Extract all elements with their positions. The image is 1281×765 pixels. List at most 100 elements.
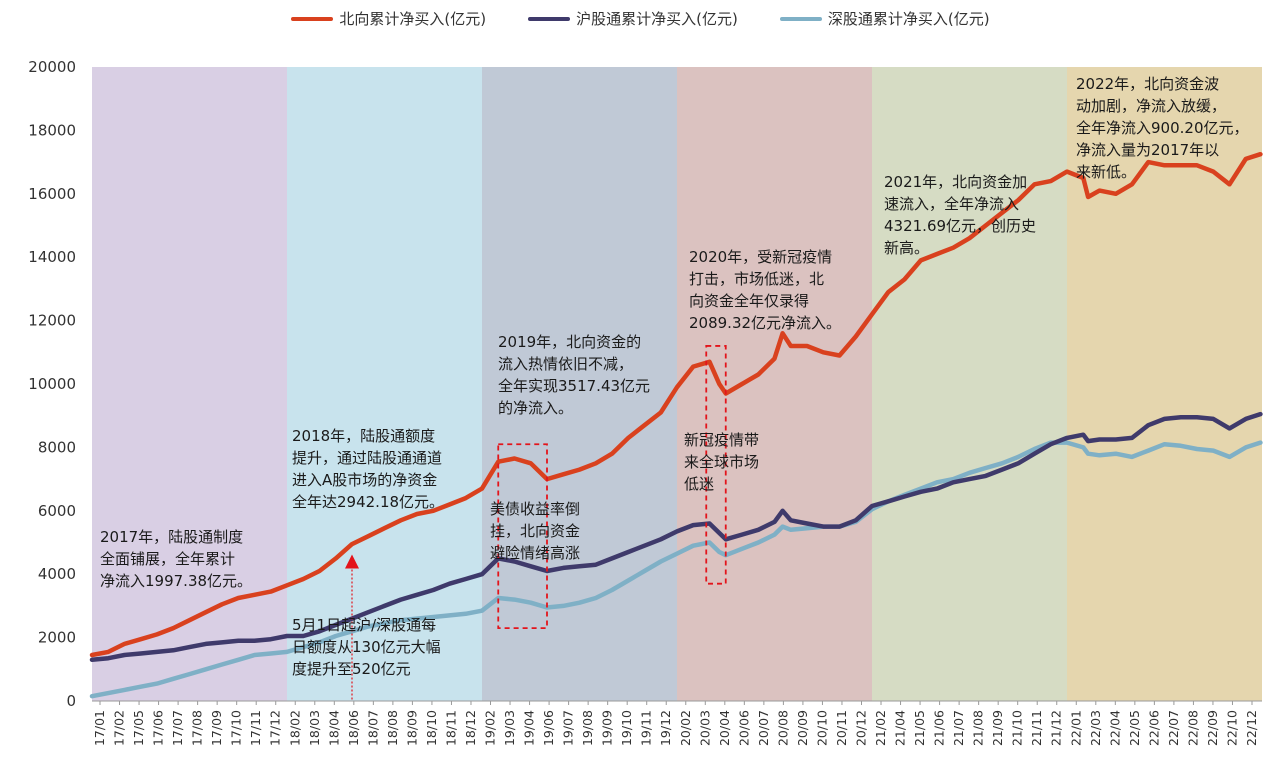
x-tick-label: 20/03 [697, 710, 712, 746]
x-tick-label: 19/10 [619, 710, 634, 746]
x-tick-label: 19/09 [600, 710, 615, 746]
x-tick-label: 22/01 [1068, 710, 1083, 746]
x-tick-label: 17/05 [131, 710, 146, 746]
x-tick-label: 21/10 [1010, 710, 1025, 746]
x-tick-label: 18/12 [463, 710, 478, 746]
x-tick-label: 20/02 [678, 710, 693, 746]
annotation-2018-quota: 5月1日起沪/深股通每 日额度从130亿元大幅 度提升至520亿元 [292, 616, 441, 678]
x-tick-label: 17/06 [151, 710, 166, 746]
x-tick-label: 18/07 [365, 710, 380, 746]
x-tick-label: 22/10 [1224, 710, 1239, 746]
x-tick-label: 21/07 [951, 710, 966, 746]
band-2018 [287, 67, 482, 701]
x-tick-label: 20/09 [795, 710, 810, 746]
x-tick-label: 18/08 [385, 710, 400, 746]
annotation-2021: 2021年，北向资金加 速流入，全年净流入 4321.69亿元，创历史 新高。 [884, 173, 1037, 257]
x-tick-label: 17/11 [248, 710, 263, 746]
legend-item-sh[interactable]: 沪股通累计净买入(亿元) [528, 8, 738, 29]
x-tick-label: 21/04 [893, 710, 908, 746]
legend-swatch-sh [528, 16, 571, 21]
y-tick-label: 20000 [28, 58, 76, 76]
2020-covid-box [705, 345, 727, 585]
x-tick-label: 19/07 [561, 710, 576, 746]
band-2019 [482, 67, 677, 701]
x-tick-label: 21/06 [932, 710, 947, 746]
year-bands [92, 67, 1262, 701]
y-tick-label: 12000 [28, 312, 76, 330]
x-tick-label: 20/08 [775, 710, 790, 746]
x-tick-label: 21/05 [912, 710, 927, 746]
band-2022 [1067, 67, 1262, 701]
y-tick-label: 2000 [38, 629, 76, 647]
x-tick-label: 20/04 [717, 710, 732, 746]
x-tick-label: 22/09 [1205, 710, 1220, 746]
x-tick-label: 22/04 [1107, 710, 1122, 746]
legend-item-sz[interactable]: 深股通累计净买入(亿元) [779, 8, 990, 29]
series-line-1 [89, 411, 1263, 663]
band-2021 [872, 67, 1067, 701]
annotation-2020: 2020年，受新冠疫情 打击，市场低迷，北 向资金全年仅录得 2089.32亿元… [689, 248, 842, 332]
x-tick-label: 20/07 [756, 710, 771, 746]
policy-marker [345, 554, 359, 701]
x-tick-label: 17/02 [112, 710, 127, 746]
x-tick-label: 17/01 [92, 710, 107, 746]
x-tick-label: 22/06 [1146, 710, 1161, 746]
legend-item-north[interactable]: 北向累计净买入(亿元) [291, 8, 486, 29]
legend-swatch-north [291, 16, 334, 21]
x-tick-label: 20/12 [853, 710, 868, 746]
x-tick-label: 20/11 [834, 710, 849, 746]
y-tick-label: 0 [66, 692, 76, 710]
band-2020 [677, 67, 872, 701]
x-tick-label: 22/08 [1185, 710, 1200, 746]
marker-triangle [345, 554, 359, 569]
x-tick-label: 19/11 [639, 710, 654, 746]
y-tick-label: 6000 [38, 502, 76, 520]
x-tick-label: 18/04 [326, 710, 341, 746]
annotation-2019-bond: 美债收益率倒 挂，北向资金 避险情绪高涨 [490, 500, 581, 562]
y-tick-label: 18000 [28, 121, 76, 139]
x-tick-label: 18/03 [307, 710, 322, 746]
y-tick-label: 14000 [28, 248, 76, 266]
legend: 北向累计净买入(亿元) 沪股通累计净买入(亿元) 深股通累计净买入(亿元) [0, 8, 1281, 29]
annotation-2022: 2022年，北向资金波 动加剧，净流入放缓， 全年净流入900.20亿元， 净流… [1076, 75, 1249, 181]
y-axis-ticks: 0 2000 4000 6000 8000 10000 12000 14000 16000 180… [28, 58, 76, 710]
x-tick-label: 19/04 [522, 710, 537, 746]
x-tick-label: 18/10 [424, 710, 439, 746]
x-tick-label: 20/06 [736, 710, 751, 746]
x-tick-label: 19/12 [658, 710, 673, 746]
x-tick-label: 21/08 [971, 710, 986, 746]
x-tick-label: 17/10 [229, 710, 244, 746]
x-tick-label: 17/12 [268, 710, 283, 746]
annotation-2019: 2019年，北向资金的 流入热情依旧不减， 全年实现3517.43亿元 的净流入… [498, 333, 651, 417]
x-tick-label: 22/03 [1088, 710, 1103, 746]
x-tick-label: 18/06 [346, 710, 361, 746]
x-tick-label: 18/09 [404, 710, 419, 746]
x-tick-label: 18/02 [287, 710, 302, 746]
x-tick-label: 19/03 [502, 710, 517, 746]
legend-label-sh: 沪股通累计净买入(亿元) [576, 10, 738, 28]
x-tick-label: 17/08 [190, 710, 205, 746]
2019-bond-box [497, 443, 548, 629]
highlight-boxes [497, 345, 727, 629]
annotation-2020-covid: 新冠疫情带 来全球市场 低迷 [684, 431, 760, 493]
series-lines [89, 151, 1263, 699]
x-tick-label: 17/09 [209, 710, 224, 746]
annotation-2018: 2018年，陆股通额度 提升，通过陆股通通道 进入A股市场的净资金 全年达294… [292, 427, 445, 511]
band-2017 [92, 67, 287, 701]
y-tick-label: 8000 [38, 438, 76, 456]
x-axis: 17/01 17/02 17/05 17/06 17/07 17/08 17/09 17/10… [92, 700, 1262, 746]
series-line-0 [89, 151, 1263, 658]
annotation-2017: 2017年，陆股通制度 全面铺展，全年累计 净流入1997.38亿元。 [100, 528, 253, 590]
x-tick-label: 21/11 [1029, 710, 1044, 746]
y-tick-label: 10000 [28, 375, 76, 393]
y-tick-label: 16000 [28, 185, 76, 203]
x-tick-label: 20/10 [814, 710, 829, 746]
x-tick-label: 19/06 [541, 710, 556, 746]
x-tick-label: 19/02 [483, 710, 498, 746]
x-tick-label: 18/11 [443, 710, 458, 746]
y-tick-label: 4000 [38, 565, 76, 583]
legend-label-sz: 深股通累计净买入(亿元) [827, 10, 990, 28]
x-tick-label: 22/12 [1244, 710, 1259, 746]
x-tick-label: 19/08 [580, 710, 595, 746]
